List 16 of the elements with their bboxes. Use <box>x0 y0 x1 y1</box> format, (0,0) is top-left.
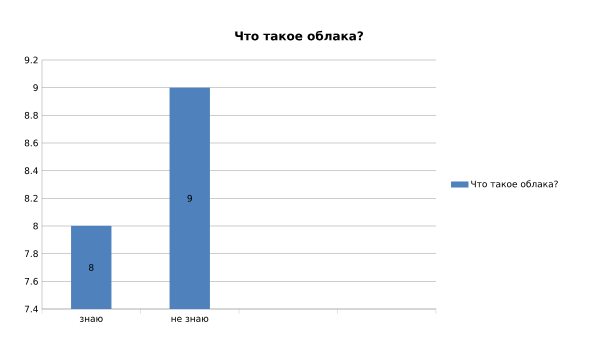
data-label: 9 <box>187 194 192 202</box>
y-tick-label: 8.2 <box>24 194 38 202</box>
chart-title: Что такое облака? <box>235 30 363 40</box>
y-tick-label: 8.4 <box>24 167 38 174</box>
y-tick-label: 8.8 <box>24 112 38 119</box>
y-tick-label: 8 <box>33 222 38 230</box>
y-tick-label: 9 <box>33 84 38 92</box>
y-tick-label: 7.4 <box>24 306 38 312</box>
x-tick-label: знаю <box>80 316 103 322</box>
data-label: 8 <box>89 264 94 271</box>
y-tick-label: 9.2 <box>24 56 38 64</box>
y-tick-label: 7.6 <box>24 278 38 285</box>
y-tick-label: 8.6 <box>24 140 38 146</box>
x-tick-label: не знаю <box>172 316 208 322</box>
legend-label: Что такое облака? <box>471 180 558 188</box>
y-tick-label: 7.8 <box>24 250 38 258</box>
